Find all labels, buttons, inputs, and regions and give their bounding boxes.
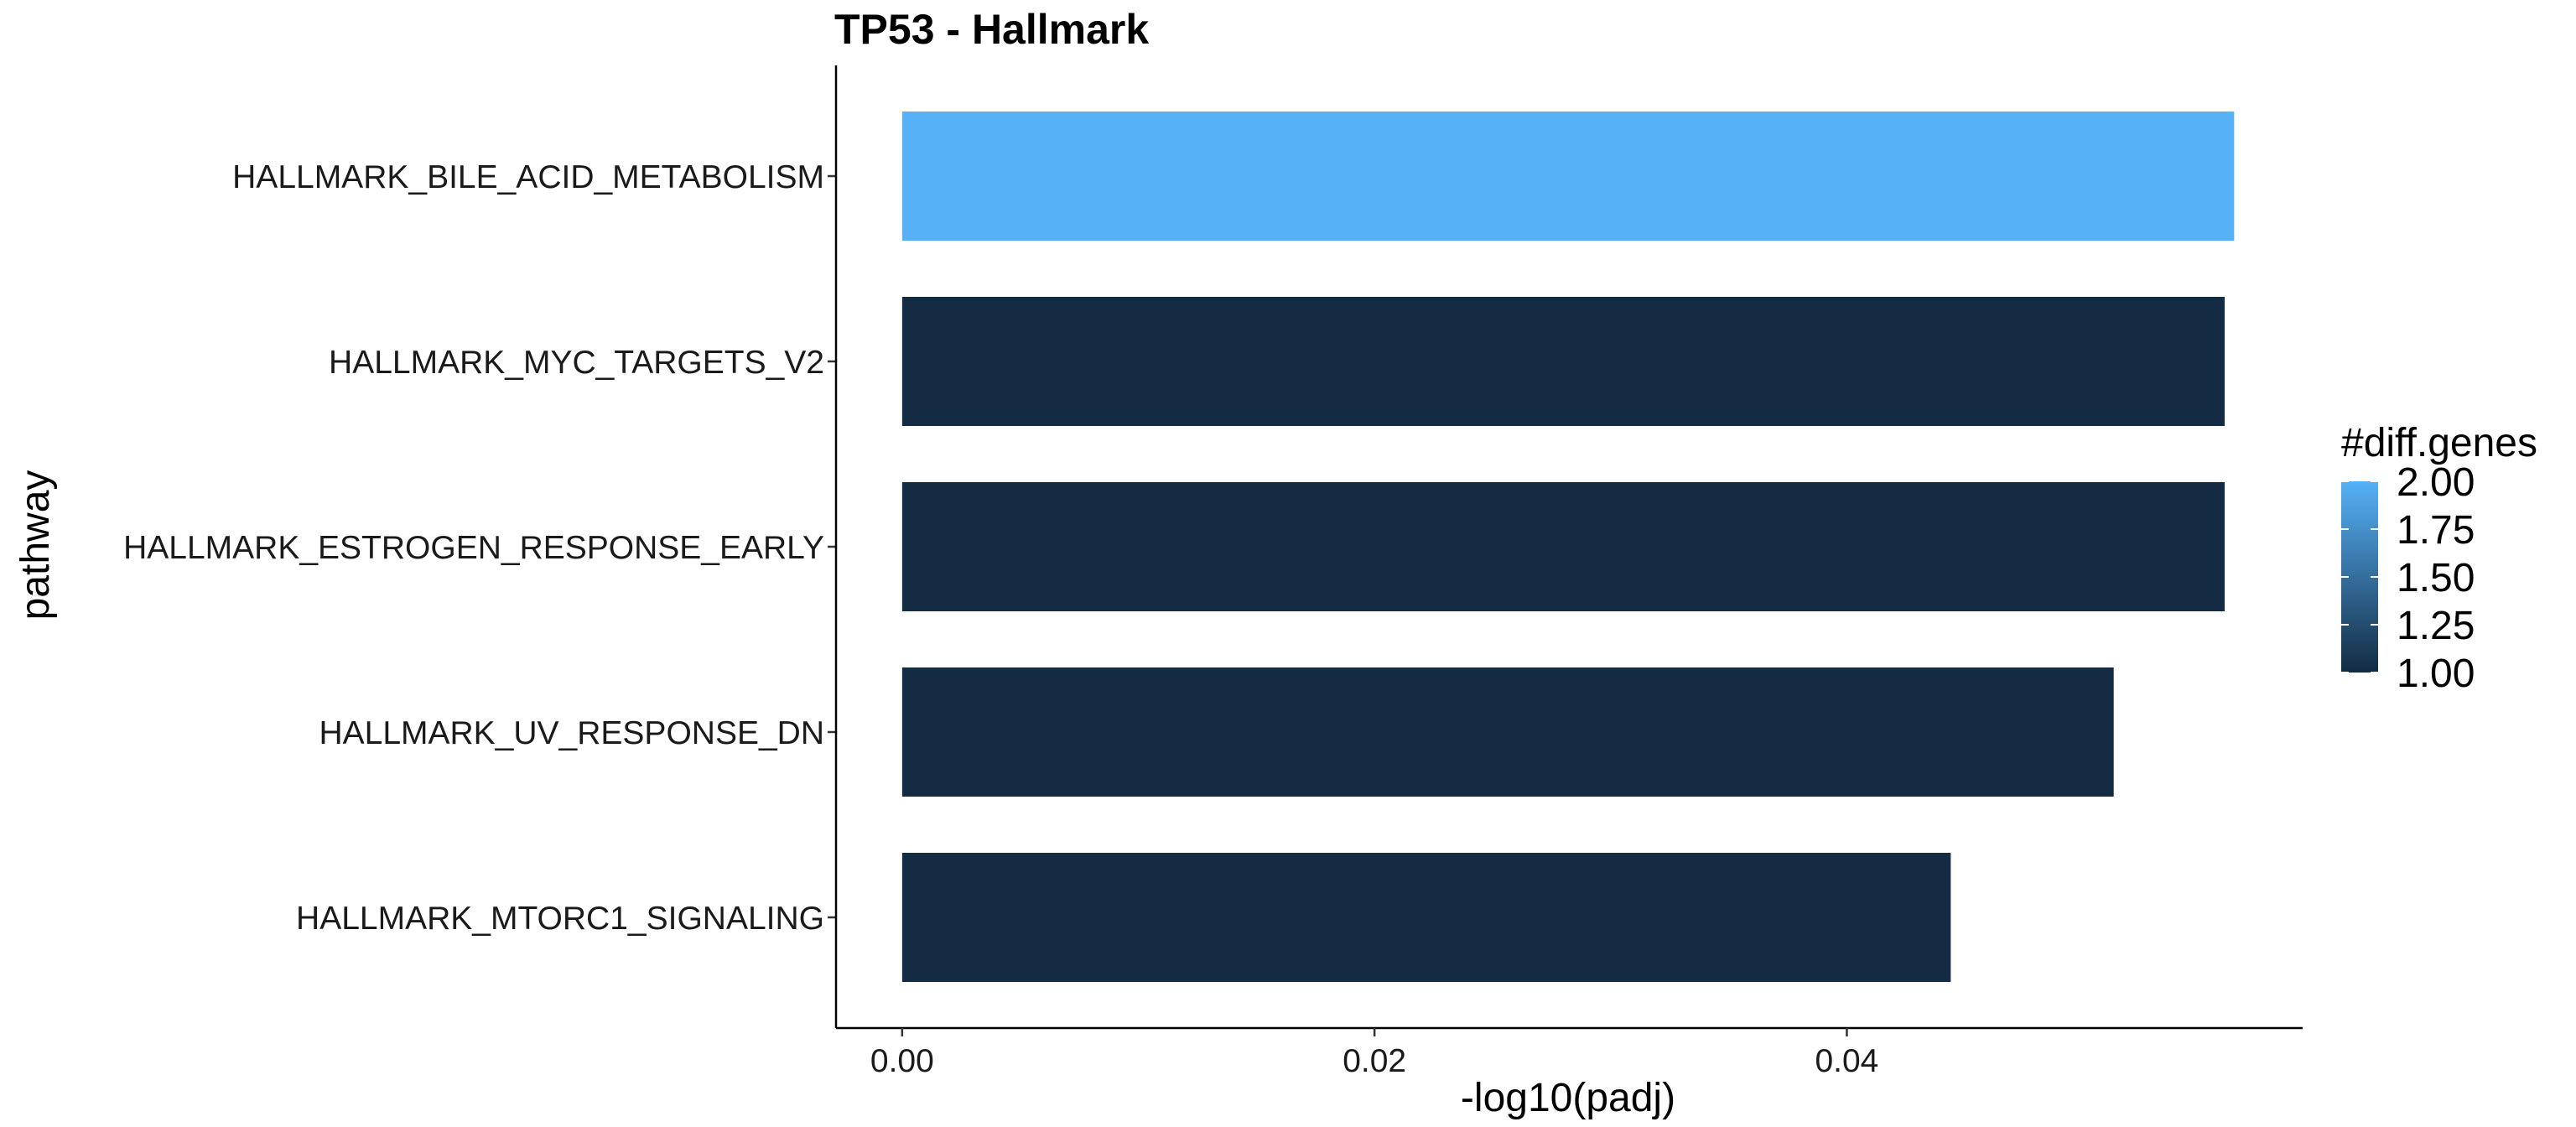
legend-title: #diff.genes <box>2341 421 2537 465</box>
bar-4 <box>901 667 2114 797</box>
legend-label-3: 1.50 <box>2397 556 2475 600</box>
bar-2 <box>901 297 2225 426</box>
bar-1 <box>901 112 2235 241</box>
bar-5 <box>901 853 1951 982</box>
legend-label-4: 1.25 <box>2397 604 2475 648</box>
x-axis: 0.00 0.02 0.04 <box>836 1026 2303 1079</box>
bars <box>901 112 2235 982</box>
y-tick-label-5: HALLMARK_MTORC1_SIGNALING <box>296 901 824 937</box>
legend-label-5: 1.00 <box>2397 652 2475 696</box>
y-tick-label-3: HALLMARK_ESTROGEN_RESPONSE_EARLY <box>123 530 824 566</box>
legend-label-2: 1.75 <box>2397 508 2475 553</box>
x-tick-label-2: 0.02 <box>1343 1043 1406 1079</box>
y-tick-label-4: HALLMARK_UV_RESPONSE_DN <box>319 715 824 751</box>
bar-3 <box>901 482 2225 611</box>
y-axis-title: pathway <box>13 470 58 621</box>
legend-label-1: 2.00 <box>2397 460 2475 505</box>
y-tick-label-2: HALLMARK_MYC_TARGETS_V2 <box>329 345 824 381</box>
y-tick-label-1: HALLMARK_BILE_ACID_METABOLISM <box>232 159 824 195</box>
x-axis-title: -log10(padj) <box>1461 1076 1675 1120</box>
chart-title: TP53 - Hallmark <box>834 6 1149 53</box>
x-tick-label-1: 0.00 <box>870 1043 934 1079</box>
y-axis: HALLMARK_BILE_ACID_METABOLISM HALLMARK_MY… <box>123 65 838 1028</box>
x-tick-label-3: 0.04 <box>1815 1043 1878 1079</box>
